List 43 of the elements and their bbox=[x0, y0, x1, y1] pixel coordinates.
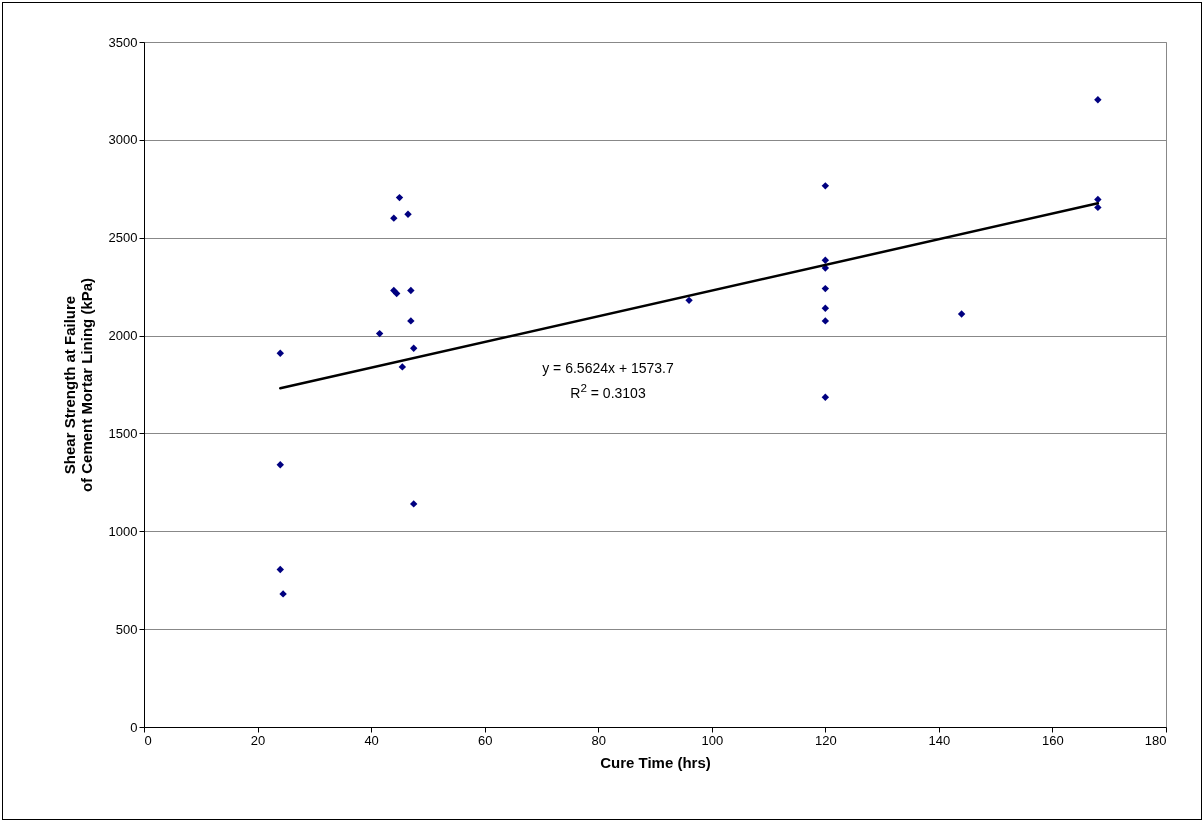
y-tick-label: 3500 bbox=[108, 34, 138, 50]
point bbox=[1094, 203, 1102, 212]
point bbox=[821, 182, 830, 190]
x-tick-label: 0 bbox=[144, 732, 152, 748]
point bbox=[375, 329, 384, 338]
point bbox=[409, 344, 418, 352]
point bbox=[390, 214, 398, 222]
point bbox=[276, 349, 284, 357]
x-tick-label: 180 bbox=[1144, 732, 1167, 748]
point bbox=[821, 317, 830, 325]
y-axis-title: Shear Strength at Failure of Cement Mortar Lining (kPa) bbox=[60, 277, 95, 493]
point bbox=[821, 284, 830, 293]
point bbox=[276, 565, 284, 574]
annotation: y = 6.5624x + 1573.7 bbox=[542, 359, 674, 378]
y-tick-label: 2000 bbox=[108, 328, 138, 344]
y-tick-label: 500 bbox=[115, 621, 138, 637]
point bbox=[821, 256, 830, 264]
y-tick-label: 3000 bbox=[108, 132, 138, 148]
x-tick-label: 100 bbox=[701, 732, 724, 748]
x-tick-label: 80 bbox=[591, 732, 606, 748]
x-tick-label: 40 bbox=[364, 732, 379, 748]
x-tick-label: 60 bbox=[477, 732, 493, 748]
point bbox=[395, 193, 404, 202]
point bbox=[409, 500, 418, 508]
point bbox=[1094, 96, 1102, 104]
x-tick-label: 120 bbox=[814, 732, 837, 748]
point bbox=[407, 286, 415, 295]
y-tick-label: 1000 bbox=[108, 523, 138, 539]
x-axis-title: Cure Time (hrs) bbox=[600, 753, 711, 771]
x-tick-label: 20 bbox=[250, 732, 266, 748]
point bbox=[398, 363, 407, 371]
point bbox=[685, 296, 693, 305]
annotation: R$^{2}$ = 0.3103 bbox=[569, 380, 647, 403]
point bbox=[1094, 195, 1102, 204]
point bbox=[821, 304, 830, 312]
point bbox=[821, 393, 830, 401]
x-tick-label: 140 bbox=[928, 732, 951, 748]
y-tick-label: 1500 bbox=[108, 425, 138, 441]
y-tick-label: 2500 bbox=[108, 230, 138, 246]
point bbox=[276, 461, 284, 469]
x-tick-label: 160 bbox=[1042, 732, 1064, 748]
point bbox=[957, 310, 966, 318]
y-tick-label: 0 bbox=[130, 719, 138, 735]
